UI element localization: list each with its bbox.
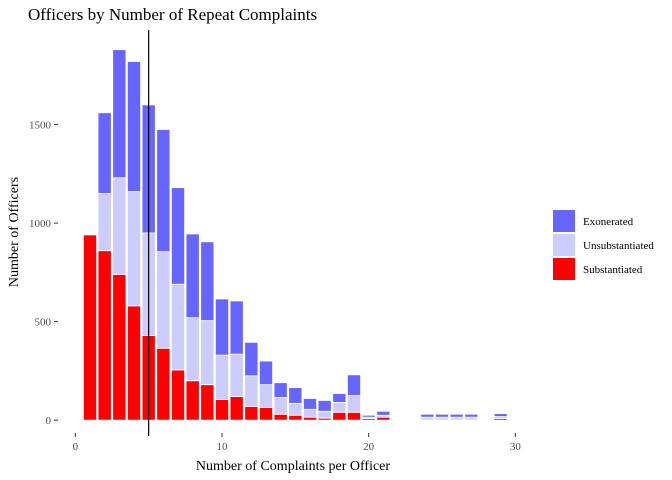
bar-substantiated-9 (200, 384, 215, 421)
y-axis-label: Number of Officers (7, 177, 22, 287)
bar-substantiated-12 (244, 405, 259, 421)
legend-swatch-exonerated (553, 210, 575, 232)
y-tick-label: 500 (35, 317, 52, 329)
y-tick-label: 0 (46, 415, 52, 427)
bar-substantiated-8 (185, 380, 200, 421)
bar-substantiated-4 (127, 305, 142, 421)
bar-substantiated-14 (273, 413, 288, 421)
bar-exonerated-17 (317, 400, 332, 412)
bars-layer (83, 49, 508, 421)
legend-swatch-unsubstantiated (553, 234, 575, 256)
bar-exonerated-21 (376, 410, 391, 416)
bar-exonerated-29 (493, 413, 508, 418)
bar-unsubstantiated-19 (346, 395, 361, 413)
bar-substantiated-19 (346, 411, 361, 421)
bar-unsubstantiated-10 (214, 354, 229, 400)
bar-substantiated-3 (112, 273, 127, 421)
bar-exonerated-18 (332, 393, 347, 403)
bar-substantiated-15 (288, 414, 303, 421)
bar-unsubstantiated-8 (185, 317, 200, 382)
bar-substantiated-7 (170, 369, 185, 421)
bar-unsubstantiated-18 (332, 402, 347, 413)
bar-substantiated-13 (258, 406, 273, 421)
bar-substantiated-2 (97, 250, 112, 421)
bar-exonerated-11 (229, 300, 244, 355)
legend-swatch-substantiated (553, 258, 575, 280)
bar-substantiated-11 (229, 396, 244, 421)
bar-unsubstantiated-13 (258, 384, 273, 408)
bar-exonerated-19 (346, 374, 361, 396)
bar-exonerated-10 (214, 298, 229, 356)
bar-unsubstantiated-15 (288, 402, 303, 416)
bar-unsubstantiated-4 (127, 191, 142, 307)
bar-exonerated-25 (434, 413, 449, 418)
bar-exonerated-16 (302, 398, 317, 410)
bar-unsubstantiated-7 (170, 283, 185, 371)
bar-substantiated-1 (83, 234, 98, 421)
bar-exonerated-12 (244, 341, 259, 377)
bar-exonerated-2 (97, 112, 112, 194)
y-tick-label: 1500 (29, 120, 52, 132)
legend-label-unsubstantiated: Unsubstantiated (583, 240, 654, 252)
x-tick-label: 0 (73, 441, 79, 453)
legend: Exonerated Unsubstantiated Substantiated (553, 210, 654, 280)
legend-label-substantiated: Substantiated (583, 264, 643, 276)
bar-substantiated-16 (302, 416, 317, 421)
bar-exonerated-27 (464, 413, 479, 418)
bar-unsubstantiated-11 (229, 353, 244, 397)
bar-exonerated-4 (127, 61, 142, 192)
bar-exonerated-7 (170, 187, 185, 285)
legend-label-exonerated: Exonerated (583, 216, 634, 228)
bar-exonerated-8 (185, 233, 200, 319)
x-tick-label: 20 (363, 441, 375, 453)
bar-exonerated-9 (200, 241, 215, 322)
bar-unsubstantiated-14 (273, 397, 288, 415)
x-tick-label: 10 (217, 441, 229, 453)
bar-exonerated-14 (273, 382, 288, 398)
bar-unsubstantiated-16 (302, 408, 317, 418)
bar-exonerated-26 (449, 413, 464, 418)
bar-unsubstantiated-3 (112, 177, 127, 275)
y-axis: 0 500 1000 1500 (29, 120, 58, 427)
x-tick-label: 30 (510, 441, 522, 453)
bar-exonerated-20 (361, 414, 376, 418)
bar-unsubstantiated-12 (244, 375, 259, 407)
bar-substantiated-6 (156, 347, 171, 421)
bar-exonerated-13 (258, 360, 273, 386)
bar-unsubstantiated-6 (156, 251, 171, 349)
bar-exonerated-15 (288, 387, 303, 404)
bar-exonerated-3 (112, 49, 127, 179)
chart-title: Officers by Number of Repeat Complaints (28, 5, 317, 24)
x-axis: 0 10 20 30 (73, 433, 522, 453)
bar-exonerated-6 (156, 129, 171, 253)
bar-substantiated-18 (332, 411, 347, 421)
x-axis-label: Number of Complaints per Officer (196, 459, 390, 474)
bar-unsubstantiated-2 (97, 193, 112, 252)
bar-exonerated-24 (420, 413, 435, 418)
bar-substantiated-10 (214, 399, 229, 421)
bar-unsubstantiated-9 (200, 320, 215, 386)
bar-substantiated-21 (376, 416, 391, 421)
y-tick-label: 1000 (29, 218, 52, 230)
bar-unsubstantiated-17 (317, 410, 332, 419)
